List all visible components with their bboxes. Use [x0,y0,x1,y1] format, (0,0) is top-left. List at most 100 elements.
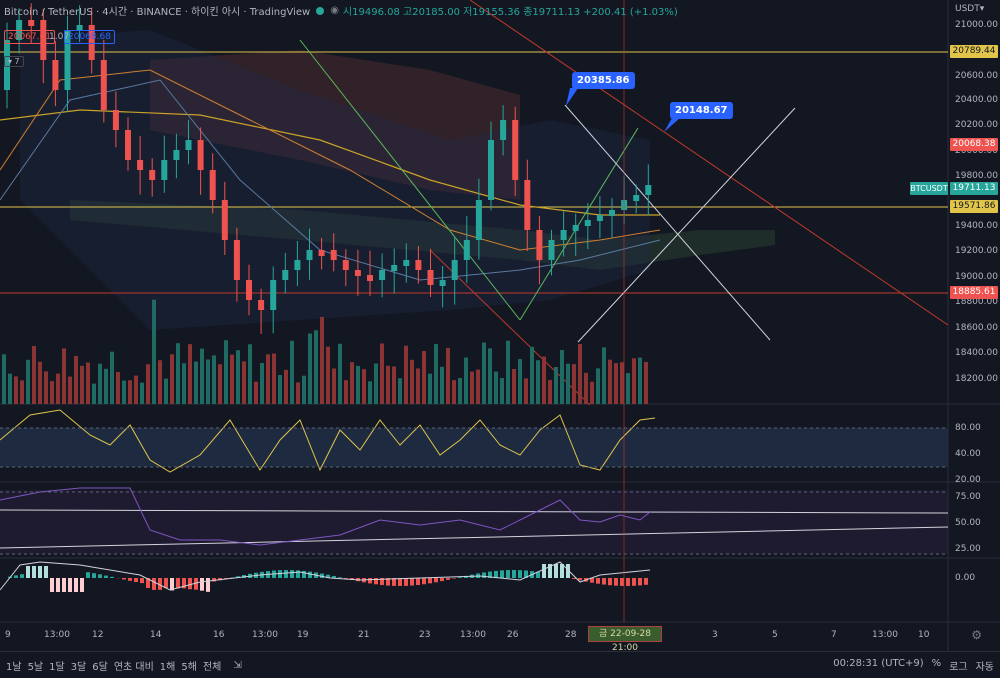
auto-toggle[interactable]: 자동 [976,658,994,673]
volume-bar [272,354,276,404]
timeframe-all[interactable]: 전체 [203,658,221,673]
log-toggle[interactable]: 로그 [949,658,967,673]
candle[interactable] [500,120,506,140]
volume-bar [44,371,48,404]
candle[interactable] [258,300,264,310]
candle[interactable] [307,250,313,260]
candle[interactable] [379,270,385,280]
candle[interactable] [415,260,421,270]
candle[interactable] [101,60,107,110]
eye-icon[interactable]: ◉ [330,5,339,16]
macd-bar [434,578,438,582]
timeframe-5d[interactable]: 5날 [28,658,44,673]
candle[interactable] [137,160,143,170]
indicator-collapse-button[interactable]: ▾ 7 [4,56,24,67]
candle[interactable] [331,250,337,260]
symbol-title[interactable]: Bitcoin / TetherUS · 4시간 · BINANCE · 하이킨… [4,3,310,18]
volume-bar [26,360,30,404]
timeframe-1y[interactable]: 1해 [160,658,176,673]
candle[interactable] [549,240,555,260]
support2-price-label: 18885.61 [950,286,998,299]
timeframe-ytd[interactable]: 연초 대비 [114,658,154,673]
volume-bar [236,350,240,404]
candle[interactable] [282,270,288,280]
clock-display[interactable]: 00:28:31 (UTC+9) [833,658,923,673]
candle[interactable] [464,240,470,260]
candle[interactable] [294,260,300,270]
candle[interactable] [512,120,518,180]
timeframe-1m[interactable]: 1달 [49,658,65,673]
volume-bar [530,347,534,404]
sell-price-pill[interactable]: 20067.61 [4,30,55,44]
candle[interactable] [440,280,446,286]
candle[interactable] [645,185,651,195]
macd-bar [38,566,42,578]
volume-bar [266,354,270,404]
candle[interactable] [210,170,216,200]
candle[interactable] [246,280,252,300]
timeframe-6m[interactable]: 6달 [92,658,108,673]
candle[interactable] [633,195,639,201]
candle[interactable] [452,260,458,280]
candle[interactable] [173,150,179,160]
currency-selector[interactable]: USDT▾ [955,4,984,14]
high-callout[interactable]: 20385.86 [572,72,635,89]
volume-bar [206,359,210,404]
candle[interactable] [536,230,542,260]
volume-bar [80,366,84,404]
volume-bar [98,364,102,404]
percent-toggle[interactable]: % [932,658,942,673]
macd-bar [92,573,96,578]
candle[interactable] [524,180,530,230]
candle[interactable] [198,140,204,170]
buy-price-pill[interactable]: 20068.68 [64,30,115,44]
candle[interactable] [113,110,119,130]
macd-bar [572,578,576,579]
timeframe-5y[interactable]: 5해 [181,658,197,673]
macd-bar [20,574,24,578]
candle[interactable] [585,220,591,226]
volume-bar [392,366,396,404]
target-callout[interactable]: 20148.67 [670,102,733,119]
date-range-icon[interactable]: ⇲ [233,660,241,671]
candle[interactable] [355,270,361,276]
candle[interactable] [234,240,240,280]
volume-bar [614,363,618,404]
volume-bar [170,354,174,404]
candle[interactable] [319,250,325,256]
macd-bar [506,570,510,578]
volume-bar [20,380,24,404]
candle[interactable] [403,260,409,266]
candle[interactable] [222,200,228,240]
candle[interactable] [561,230,567,240]
volume-bar [476,370,480,404]
callout-pointer [664,118,680,132]
macd-bar [500,570,504,578]
candle[interactable] [367,275,373,281]
candle[interactable] [270,280,276,310]
timeframe-1d[interactable]: 1날 [6,658,22,673]
macd-bar [338,577,342,578]
candle[interactable] [597,215,603,221]
candle[interactable] [52,60,58,90]
candle[interactable] [488,140,494,200]
candle[interactable] [149,170,155,180]
candle[interactable] [28,20,34,26]
timeframe-3m[interactable]: 3달 [71,658,87,673]
candle[interactable] [476,200,482,240]
candle[interactable] [391,265,397,271]
macd-bar [422,578,426,584]
volume-bar [356,366,360,404]
macd-bar [638,578,642,585]
candle[interactable] [186,140,192,150]
candle[interactable] [428,270,434,285]
gear-icon[interactable]: ⚙ [971,628,982,642]
candle[interactable] [573,225,579,231]
candle[interactable] [609,210,615,216]
candle[interactable] [343,260,349,270]
macd-bar [122,578,126,580]
candle[interactable] [125,130,131,160]
candle[interactable] [161,160,167,180]
volume-bar [2,354,6,404]
